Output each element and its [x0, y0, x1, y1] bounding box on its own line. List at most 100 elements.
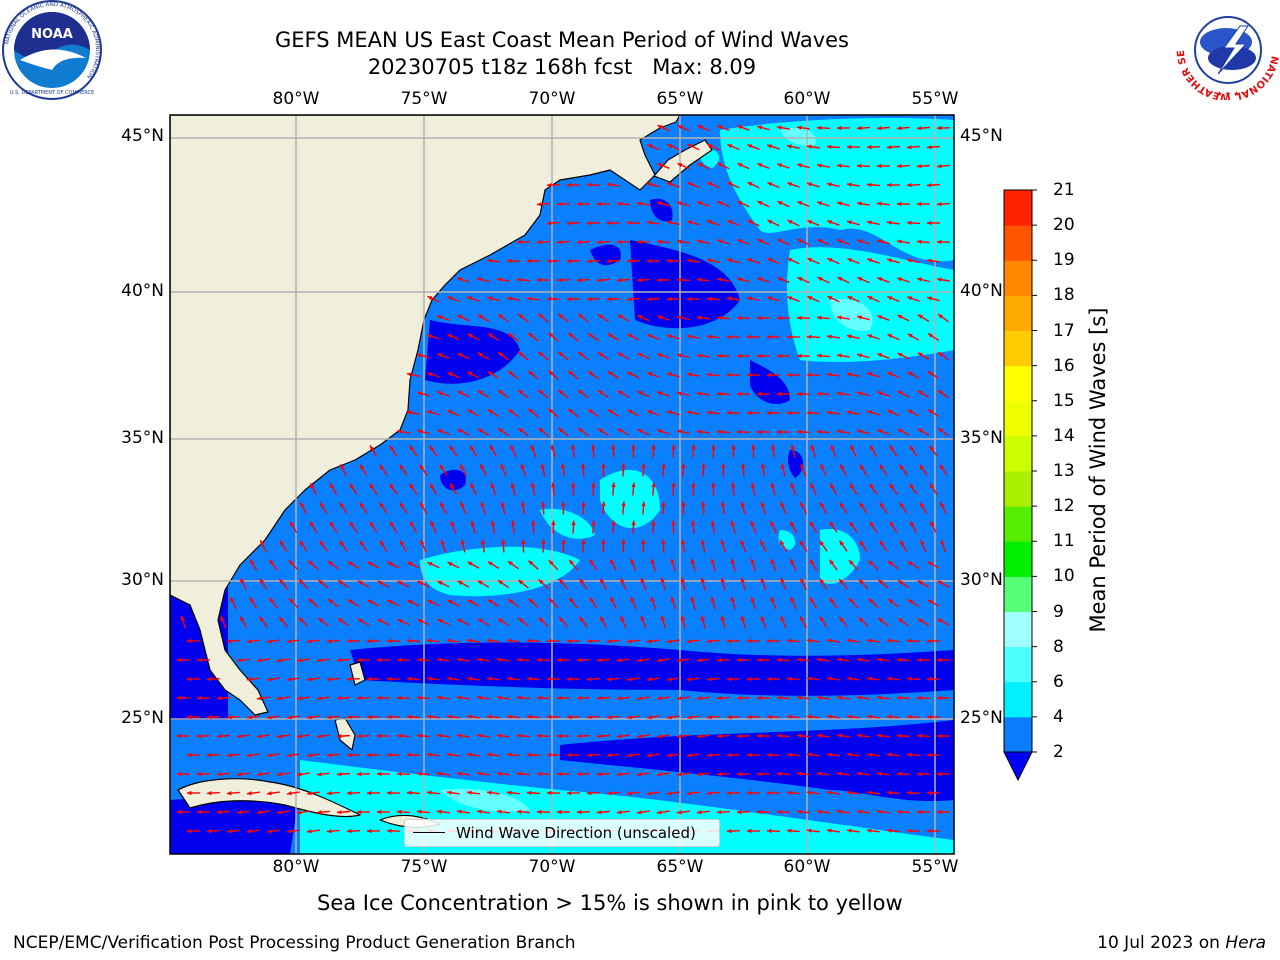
wind-wave-arrow-head: [926, 638, 932, 644]
wind-wave-arrow-head: [377, 619, 383, 623]
wind-wave-arrow-head: [936, 809, 942, 815]
wind-wave-arrow-head: [606, 715, 612, 720]
wind-wave-arrow-head: [416, 657, 422, 662]
wind-wave-arrow-head: [819, 616, 825, 622]
wind-wave-arrow-head: [790, 482, 795, 488]
wind-wave-arrow-head: [656, 734, 662, 739]
wind-wave-arrow-head: [387, 600, 393, 605]
wind-wave-arrow-head: [397, 619, 403, 624]
wind-wave-arrow-head: [750, 520, 755, 526]
wind-wave-arrow-head: [826, 372, 832, 377]
wind-wave-arrow-head: [746, 372, 752, 378]
wind-wave-arrow-head: [886, 714, 892, 719]
wind-wave-arrow-head: [591, 482, 596, 488]
wind-wave-arrow-head: [326, 829, 332, 834]
wind-wave-arrow-head: [266, 753, 272, 758]
wind-wave-arrow-head: [357, 618, 363, 623]
wind-wave-arrow-head: [938, 314, 943, 319]
wind-wave-arrow-head: [548, 408, 554, 414]
wind-wave-arrow-head: [469, 445, 475, 451]
wind-wave-arrow-head: [907, 258, 912, 263]
wind-wave-arrow-head: [631, 520, 636, 526]
wind-wave-arrow-head: [660, 615, 665, 621]
wind-wave-arrow-head: [436, 657, 442, 662]
wind-wave-arrow-head: [776, 771, 782, 776]
wind-wave-arrow-head: [450, 520, 455, 526]
wind-wave-arrow-head: [776, 315, 782, 321]
colorbar-segment: [1004, 435, 1032, 472]
wind-wave-arrow-head: [677, 201, 683, 206]
wind-wave-arrow-head: [816, 391, 822, 396]
wind-wave-arrow-head: [747, 296, 752, 301]
wind-wave-arrow-head: [256, 658, 262, 663]
wind-wave-arrow-head: [886, 676, 892, 681]
wind-wave-arrow-head: [661, 463, 666, 469]
wind-wave-arrow-head: [780, 502, 785, 507]
wind-wave-arrow-head: [396, 657, 402, 663]
wind-wave-arrow-head: [530, 482, 536, 488]
wind-wave-arrow-head: [876, 657, 882, 662]
wind-wave-arrow-head: [600, 578, 605, 584]
wind-wave-arrow-head: [771, 444, 776, 450]
wind-wave-arrow-head: [420, 502, 425, 508]
wind-wave-arrow-head: [727, 258, 733, 263]
wind-wave-arrow-head: [867, 410, 873, 415]
wind-wave-arrow-head: [457, 277, 463, 282]
wind-wave-arrow-head: [936, 733, 942, 739]
wind-wave-arrow-head: [887, 296, 893, 301]
wind-wave-arrow-head: [756, 809, 762, 815]
wind-wave-arrow-head: [526, 638, 532, 643]
wind-wave-arrow-head: [796, 429, 802, 435]
wind-wave-arrow-head: [876, 163, 882, 169]
wind-wave-arrow-head: [561, 501, 566, 506]
wind-wave-arrow-head: [637, 353, 643, 358]
wind-wave-arrow-head: [787, 220, 793, 225]
wind-wave-arrow-head: [787, 258, 793, 263]
wind-wave-arrow-head: [896, 809, 902, 814]
wind-wave-arrow-head: [917, 277, 922, 282]
wind-wave-arrow-head: [696, 277, 702, 282]
wind-wave-arrow-head: [196, 771, 202, 777]
wind-wave-arrow-head: [839, 540, 844, 546]
wind-wave-arrow-head: [736, 315, 742, 321]
wind-wave-arrow-head: [807, 296, 813, 301]
wind-wave-arrow-head: [326, 715, 332, 720]
wind-wave-arrow-head: [626, 791, 632, 796]
wind-wave-arrow-head: [757, 125, 762, 130]
wind-wave-arrow-head: [576, 240, 582, 245]
wind-wave-arrow-head: [546, 296, 552, 302]
wind-wave-arrow-head: [896, 695, 902, 700]
wind-wave-arrow-head: [366, 828, 372, 834]
wind-wave-arrow-head: [917, 580, 923, 585]
wind-wave-arrow-head: [840, 464, 845, 470]
wind-wave-arrow-head: [496, 695, 502, 700]
colorbar-extend-triangle: [1003, 751, 1033, 782]
wind-wave-arrow-head: [677, 353, 682, 358]
wind-wave-arrow-head: [756, 315, 762, 321]
wind-wave-arrow-head: [417, 619, 423, 624]
wind-wave-arrow-head: [929, 483, 935, 489]
wind-wave-arrow-head: [656, 277, 662, 283]
wind-wave-arrow-head: [787, 182, 793, 187]
wind-wave-arrow-head: [427, 334, 433, 339]
wind-wave-arrow-head: [696, 810, 702, 815]
wind-wave-arrow-head: [486, 638, 492, 643]
wind-wave-arrow-head: [936, 695, 942, 701]
wind-wave-arrow-head: [819, 540, 824, 546]
wind-wave-arrow-head: [646, 677, 652, 682]
wind-wave-arrow-head: [226, 753, 232, 758]
wind-wave-arrow-head: [731, 482, 736, 488]
wind-wave-arrow-head: [636, 734, 642, 739]
wind-wave-arrow-head: [657, 429, 663, 434]
wind-wave-arrow-head: [716, 772, 722, 777]
wind-wave-arrow-head: [436, 771, 442, 776]
wind-wave-arrow-head: [460, 502, 465, 507]
wind-wave-arrow-head: [581, 463, 586, 469]
wind-wave-arrow-head: [467, 333, 473, 338]
wind-wave-arrow-head: [747, 182, 753, 187]
wind-wave-arrow-head: [736, 695, 742, 701]
colorbar-segment: [1004, 190, 1032, 226]
wind-wave-arrow-head: [467, 561, 473, 566]
wind-wave-arrow-head: [636, 810, 642, 815]
wind-wave-arrow-head: [687, 182, 693, 187]
